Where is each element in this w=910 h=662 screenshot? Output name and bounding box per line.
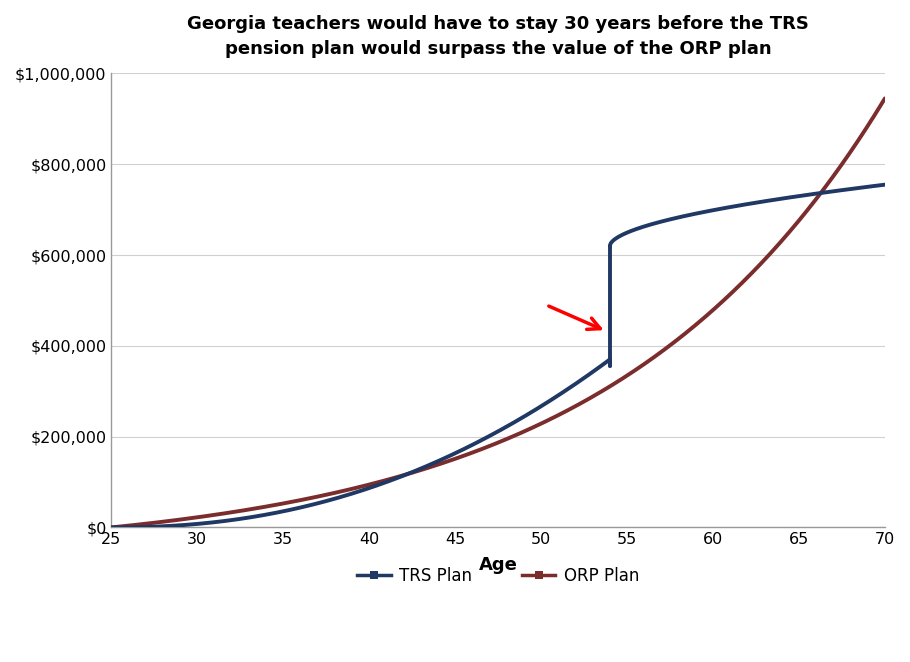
X-axis label: Age: Age bbox=[479, 555, 518, 574]
Legend: TRS Plan, ORP Plan: TRS Plan, ORP Plan bbox=[350, 561, 645, 592]
Title: Georgia teachers would have to stay 30 years before the TRS
pension plan would s: Georgia teachers would have to stay 30 y… bbox=[187, 15, 809, 58]
